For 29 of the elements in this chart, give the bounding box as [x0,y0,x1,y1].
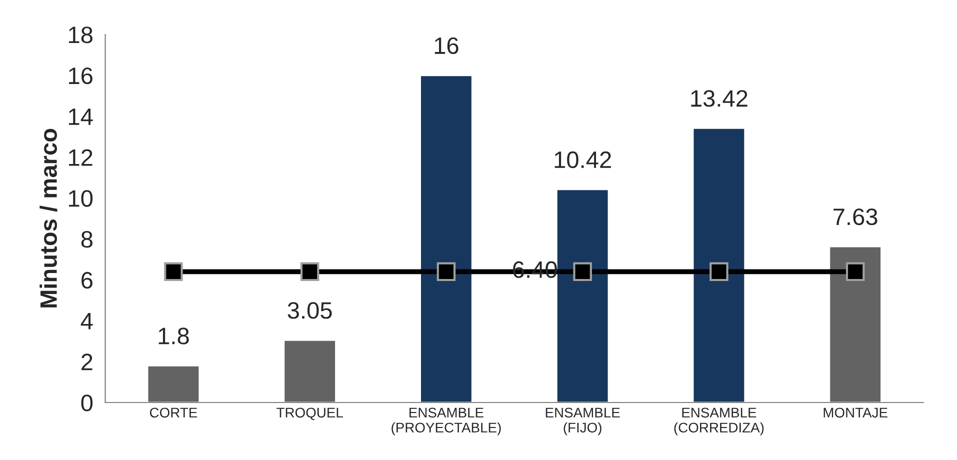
y-tick-label: 8 [81,231,92,248]
y-tick-label: 14 [69,108,93,125]
data-label: 3.05 [288,302,332,319]
y-tick-label: 2 [82,354,92,370]
data-label: 10.42 [554,151,611,168]
x-tick-label: TROQUEL [276,408,343,420]
bar [556,188,610,402]
x-tick-label: MONTAJE [824,408,888,418]
bar [283,339,336,402]
data-label: 16 [434,37,458,54]
data-label: 1.8 [158,328,189,344]
y-tick-label: 6 [82,272,92,289]
bar [420,74,473,402]
bar [146,365,200,402]
bar [692,127,746,402]
bar [828,246,882,402]
y-tick-label: 12 [69,149,92,166]
y-tick-label: 10 [69,190,93,207]
data-label: 13.42 [691,90,748,107]
x-tick-label: ENSAMBLE (FIJO) [546,408,620,436]
y-tick-label: 0 [81,394,93,412]
x-tick-label: ENSAMBLE (PROYECTABLE) [392,408,501,436]
y-tick-label: 16 [69,67,92,84]
y-tick-label: 18 [69,26,92,44]
x-tick-label: CORTE [150,408,198,418]
x-tick-label: ENSAMBLE (CORREDIZA) [674,408,764,436]
y-tick-label: 4 [80,313,93,330]
y-axis-title: Minutos / marco [40,128,58,308]
data-label: 7.63 [834,208,878,226]
